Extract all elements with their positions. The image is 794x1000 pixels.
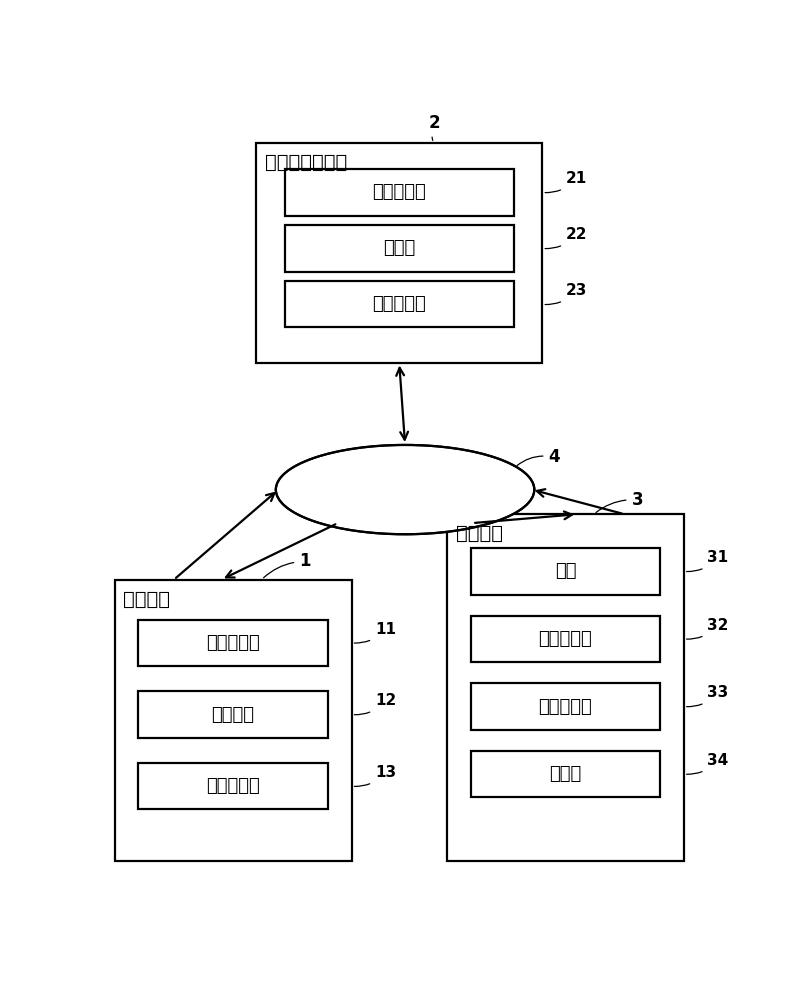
Text: 22: 22 (545, 227, 588, 249)
Text: 第一控制部: 第一控制部 (538, 630, 592, 648)
Text: 智能眼镜: 智能眼镜 (456, 524, 503, 543)
Text: 11: 11 (354, 622, 396, 643)
Bar (138, 620, 328, 666)
Text: 触摸面板: 触摸面板 (211, 706, 255, 724)
Text: 13: 13 (354, 765, 396, 786)
Bar (471, 683, 660, 730)
Ellipse shape (276, 445, 534, 534)
Text: 3: 3 (596, 491, 643, 512)
Text: 32: 32 (687, 618, 729, 639)
Text: 31: 31 (687, 550, 728, 572)
Bar (114, 580, 352, 861)
Text: 12: 12 (354, 693, 396, 715)
Text: 第一终端: 第一终端 (123, 590, 170, 609)
Text: 1: 1 (264, 552, 310, 578)
Text: 第一通信部: 第一通信部 (538, 698, 592, 716)
Text: 34: 34 (687, 753, 728, 774)
Bar (471, 548, 660, 595)
Text: 33: 33 (687, 685, 728, 707)
Bar (285, 169, 514, 216)
Bar (471, 616, 660, 662)
Bar (471, 751, 660, 797)
Text: 第三通信部: 第三通信部 (206, 777, 260, 795)
Text: 第二控制部: 第二控制部 (372, 295, 426, 313)
Bar (285, 281, 514, 327)
Text: 2: 2 (429, 114, 440, 140)
Bar (447, 514, 684, 861)
Text: 相机: 相机 (555, 562, 576, 580)
Bar (138, 691, 328, 738)
Text: 第二通信部: 第二通信部 (372, 183, 426, 201)
Bar (138, 763, 328, 809)
Text: 第三控制部: 第三控制部 (206, 634, 260, 652)
Text: 配送管理服务器: 配送管理服务器 (264, 153, 347, 172)
Text: 存储器: 存储器 (384, 239, 415, 257)
Text: 21: 21 (545, 171, 587, 193)
Text: 显示部: 显示部 (549, 765, 581, 783)
Text: 23: 23 (545, 283, 587, 305)
Bar (256, 143, 542, 363)
Text: 4: 4 (517, 448, 560, 466)
Bar (285, 225, 514, 272)
